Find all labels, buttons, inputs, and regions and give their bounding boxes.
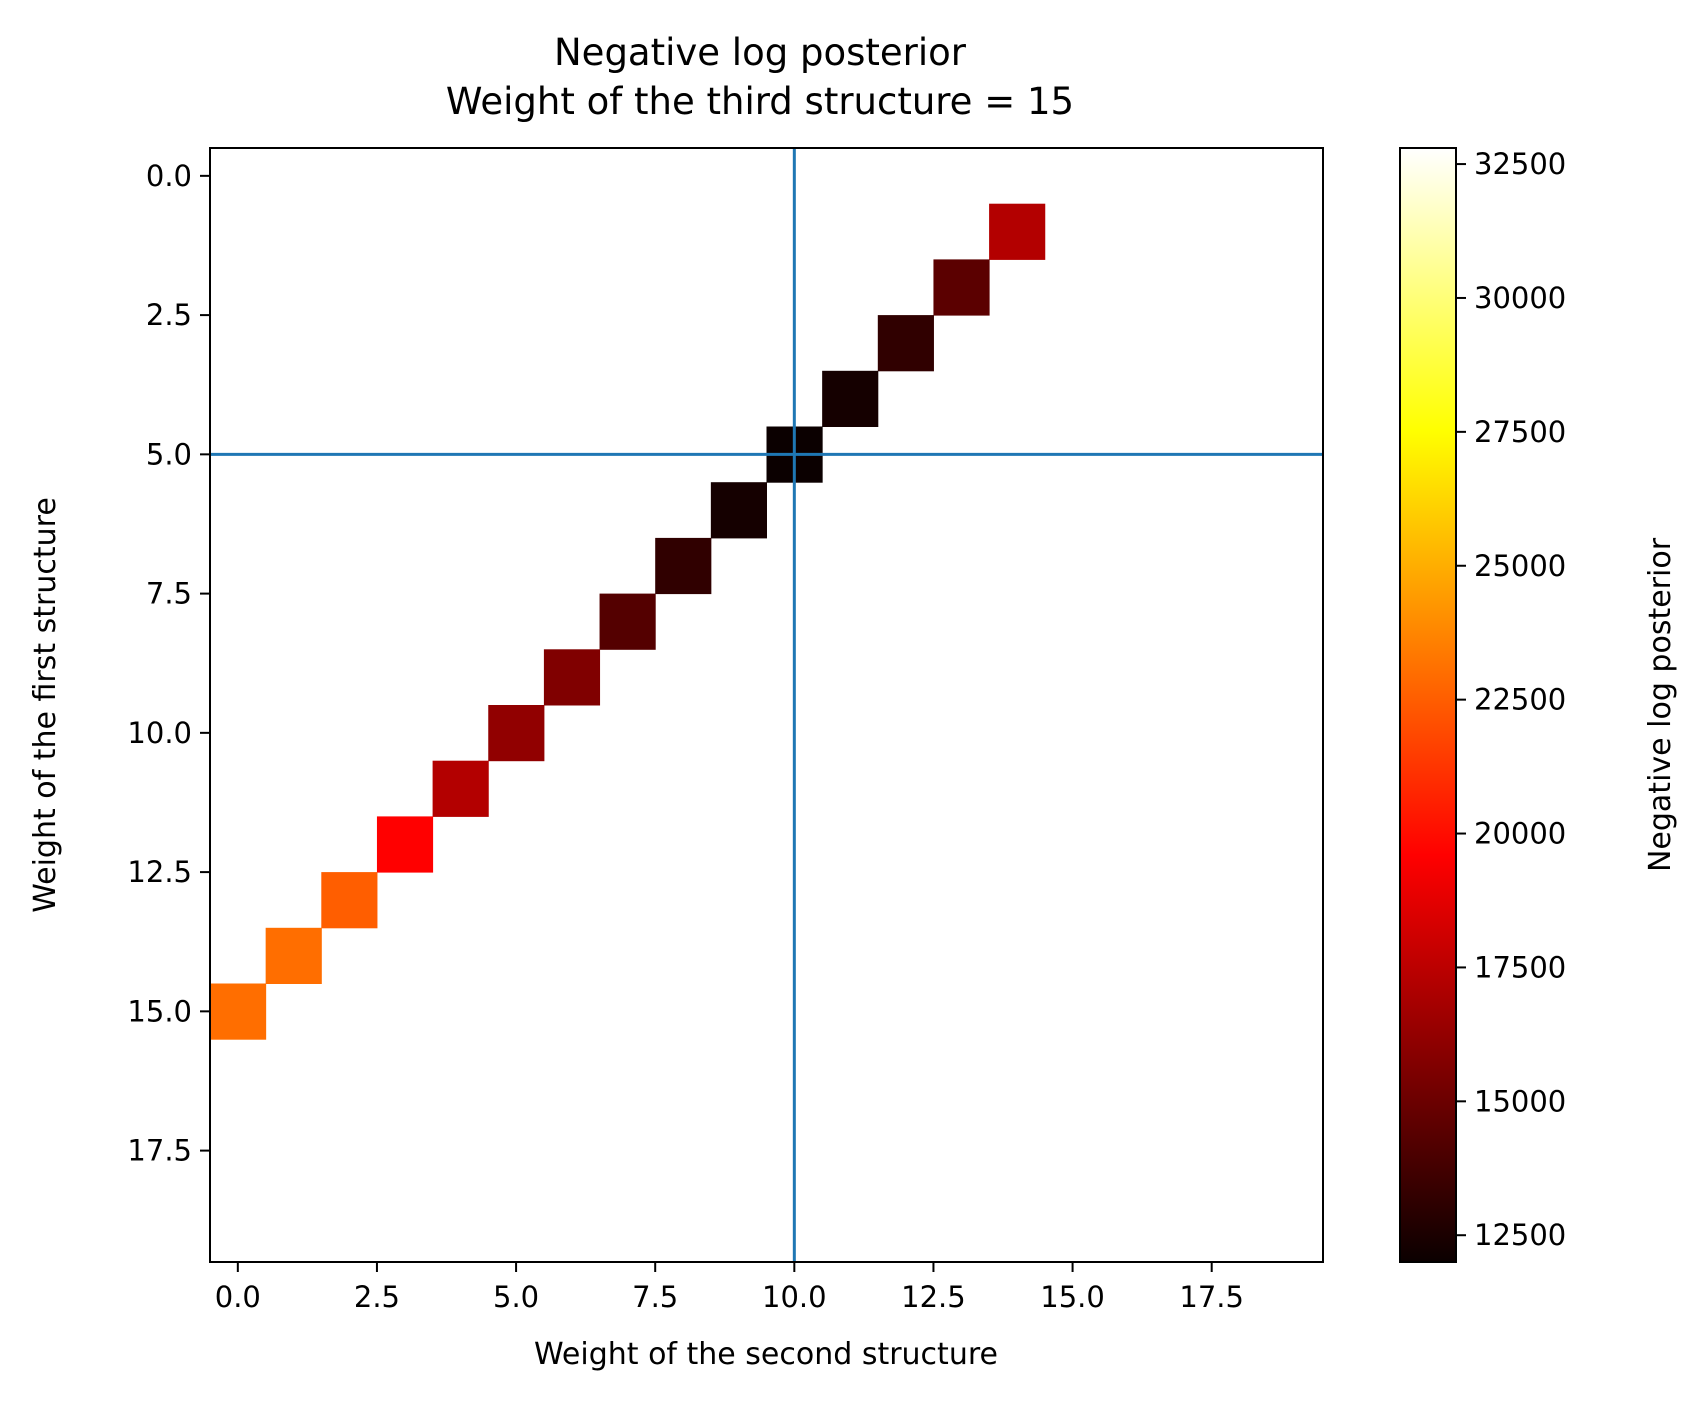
chart-title: Negative log posterior [554,31,967,74]
heatmap-cell [210,983,267,1040]
y-axis-ticks: 0.0 2.5 5.0 7.5 10.0 12.5 15.0 17.5 [127,159,210,1168]
colorbar-label: Negative log posterior [1643,537,1678,872]
heatmap-cell [655,537,712,595]
y-tick-label: 12.5 [127,855,192,889]
x-tick-label: 12.5 [901,1280,966,1314]
y-tick-label: 17.5 [127,1134,192,1168]
x-axis-ticks: 0.0 2.5 5.0 7.5 10.0 12.5 15.0 17.5 [215,1262,1244,1314]
colorbar-tick-label: 25000 [1474,549,1566,583]
colorbar-gradient [1399,147,1457,1263]
y-tick-label: 15.0 [127,994,192,1028]
x-tick-label: 5.0 [493,1280,539,1314]
heatmap-cell [488,705,545,762]
y-tick-label: 0.0 [146,159,192,193]
y-tick-label: 10.0 [127,716,192,750]
x-tick-label: 2.5 [354,1280,400,1314]
x-tick-label: 17.5 [1179,1280,1244,1314]
colorbar-tick-label: 20000 [1474,817,1566,851]
heatmap-cell [599,593,656,650]
colorbar: 12500 15000 17500 20000 22500 25000 27500 30000… [1399,147,1678,1263]
y-tick-label: 5.0 [146,437,192,471]
colorbar-tick-label: 15000 [1474,1084,1566,1118]
y-tick-label: 2.5 [146,298,192,332]
heatmap-cell [989,203,1046,260]
y-tick-label: 7.5 [146,577,192,611]
y-axis-label: Weight of the first structure [28,497,63,913]
heatmap-cell [265,927,322,984]
plot-frame [209,147,1324,1263]
x-tick-label: 15.0 [1040,1280,1105,1314]
x-tick-label: 7.5 [632,1280,678,1314]
heatmap-cell [822,370,879,427]
chart-subtitle: Weight of the third structure = 15 [446,80,1074,123]
heatmap-cell [376,816,434,873]
plot-area [209,147,1324,1263]
x-axis-label: Weight of the second structure [534,1337,998,1372]
heatmap-cell [543,649,601,706]
x-tick-label: 10.0 [762,1280,827,1314]
colorbar-tick-label: 30000 [1474,281,1566,315]
colorbar-tick-label: 12500 [1474,1218,1566,1252]
x-tick-label: 0.0 [215,1280,261,1314]
heatmap-cell [877,315,934,372]
colorbar-tick-label: 32500 [1474,147,1566,181]
heatmap-cell [321,872,378,929]
heatmap-cell [432,760,489,817]
heatmap-cell [933,259,990,316]
colorbar-tick-label: 17500 [1474,950,1566,984]
colorbar-ticks: 12500 15000 17500 20000 22500 25000 27500 30000… [1456,147,1566,1252]
plot-background [210,148,1323,1262]
colorbar-tick-label: 27500 [1474,415,1566,449]
colorbar-tick-label: 22500 [1474,683,1566,717]
heatmap-cell [710,482,767,539]
